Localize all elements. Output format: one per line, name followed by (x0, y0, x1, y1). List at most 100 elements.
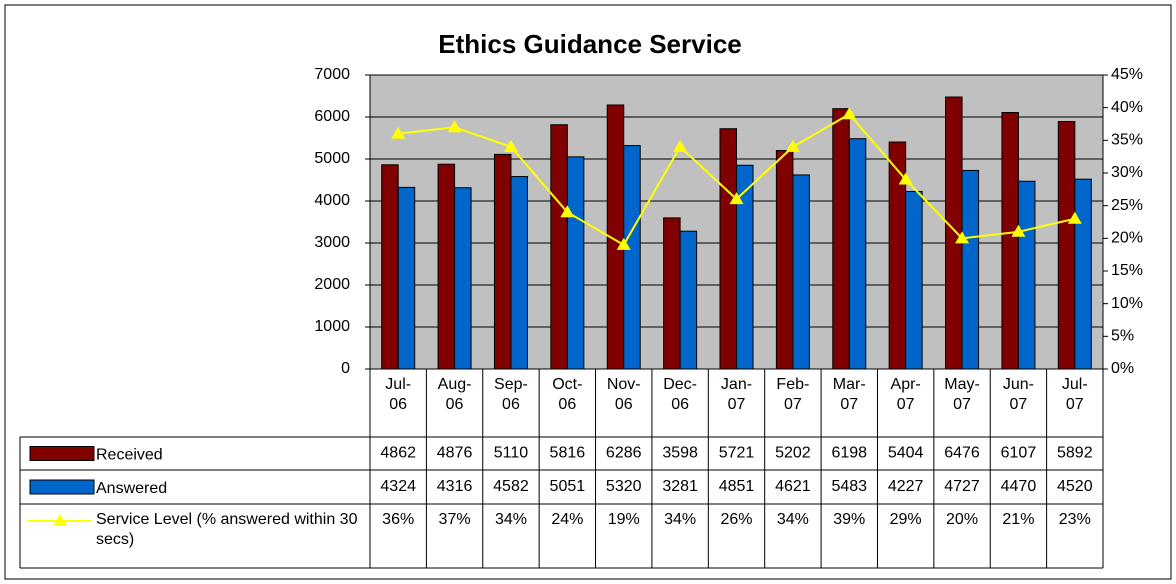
marker (785, 139, 800, 152)
x-tick-label: May- 07 (944, 376, 980, 413)
y2-tick-label: 20% (1111, 230, 1143, 247)
marker (842, 107, 857, 120)
table-cell: 4316 (437, 478, 473, 495)
bar (1017, 180, 1036, 370)
table-cell: 5110 (494, 445, 529, 462)
table-cell: 20% (946, 511, 978, 528)
x-tick-label: Oct- 06 (552, 376, 583, 413)
table-cell: 4470 (1001, 478, 1037, 495)
chart-title: Ethics Guidance Service (438, 29, 741, 59)
table-cell: 5320 (606, 478, 642, 495)
bar (848, 138, 867, 370)
y2-tick-label: 35% (1111, 132, 1143, 149)
table-cell: 3598 (662, 445, 698, 462)
table-cell: 21% (1002, 511, 1034, 528)
table-cell: 4876 (437, 445, 473, 462)
y2-tick-label: 45% (1111, 66, 1143, 83)
table-cell: 6107 (1001, 445, 1037, 462)
table-cell: 39% (833, 511, 865, 528)
x-tick-label: Nov- 06 (606, 376, 641, 413)
marker (898, 172, 913, 185)
table-cell: 5404 (888, 445, 924, 462)
bar (1001, 112, 1019, 370)
bar (1074, 178, 1092, 370)
y2-tick-label: 40% (1111, 99, 1143, 116)
table-cell: 5816 (550, 445, 586, 462)
bar (381, 164, 399, 370)
table-cell: 3281 (662, 478, 698, 495)
table-cell: 26% (720, 511, 752, 528)
y-tick-label: 0 (341, 360, 350, 377)
y2-tick-label: 5% (1111, 328, 1134, 345)
table-cell: 5202 (775, 445, 811, 462)
x-tick-label: Jul- 06 (385, 376, 412, 413)
marker (673, 139, 688, 152)
x-tick-label: Jul- 07 (1061, 376, 1088, 413)
marker (1011, 224, 1026, 237)
marker (1067, 211, 1082, 224)
table-cell: 37% (439, 511, 471, 528)
bar (663, 217, 681, 370)
bar (550, 124, 568, 370)
table-cell: 4621 (775, 478, 811, 495)
bar (623, 145, 641, 370)
legend-label: Received (96, 447, 163, 464)
bar (679, 230, 698, 370)
legend-swatch (53, 514, 67, 526)
y-tick-label: 6000 (314, 108, 350, 125)
table-cell: 4851 (719, 478, 755, 495)
bar (775, 150, 794, 370)
table-cell: 4520 (1057, 478, 1093, 495)
table-cell: 5051 (550, 478, 586, 495)
x-tick-label: Jun- 07 (1002, 376, 1034, 413)
y2-tick-label: 0% (1111, 360, 1134, 377)
table-cell: 4727 (944, 478, 980, 495)
y-tick-label: 4000 (314, 192, 350, 209)
y2-tick-label: 10% (1111, 295, 1143, 312)
y-tick-label: 7000 (314, 66, 350, 83)
table-cell: 23% (1059, 511, 1091, 528)
table-cell: 4227 (888, 478, 924, 495)
table-cell: 5483 (831, 478, 867, 495)
y2-tick-label: 15% (1111, 262, 1143, 279)
legend-swatch (29, 479, 95, 495)
y2-tick-label: 30% (1111, 164, 1143, 181)
bar (945, 96, 963, 370)
table-cell: 4582 (493, 478, 529, 495)
marker (503, 139, 518, 152)
bar (961, 169, 980, 370)
y-tick-label: 2000 (314, 276, 350, 293)
table-cell: 4862 (380, 445, 416, 462)
table-cell: 6198 (831, 445, 867, 462)
y-tick-label: 3000 (314, 234, 350, 251)
x-tick-label: Mar- 07 (832, 376, 866, 413)
table-cell: 34% (664, 511, 696, 528)
bar (566, 156, 585, 370)
y2-tick-label: 25% (1111, 197, 1143, 214)
marker (447, 120, 462, 133)
bar (1057, 121, 1076, 370)
marker (729, 192, 744, 205)
table-cell: 34% (495, 511, 527, 528)
table-cell: 5892 (1057, 445, 1093, 462)
x-tick-label: Sep- 06 (494, 376, 528, 413)
bar (510, 176, 528, 370)
table-cell: 24% (551, 511, 583, 528)
x-tick-label: Feb- 07 (776, 376, 810, 413)
table-cell: 6476 (944, 445, 980, 462)
legend-label: Service Level (% answered within 30 secs… (96, 511, 358, 548)
table-cell: 34% (777, 511, 809, 528)
table-cell: 6286 (606, 445, 642, 462)
legend-label: Answered (96, 480, 167, 497)
x-tick-label: Aug- 06 (437, 376, 472, 413)
table-cell: 4324 (380, 478, 416, 495)
table-cell: 29% (890, 511, 922, 528)
bar (719, 128, 737, 370)
marker (955, 231, 970, 244)
x-tick-label: Dec- 06 (663, 376, 697, 413)
bar (905, 190, 923, 370)
x-tick-label: Jan- 07 (720, 376, 753, 413)
y-tick-label: 5000 (314, 150, 350, 167)
